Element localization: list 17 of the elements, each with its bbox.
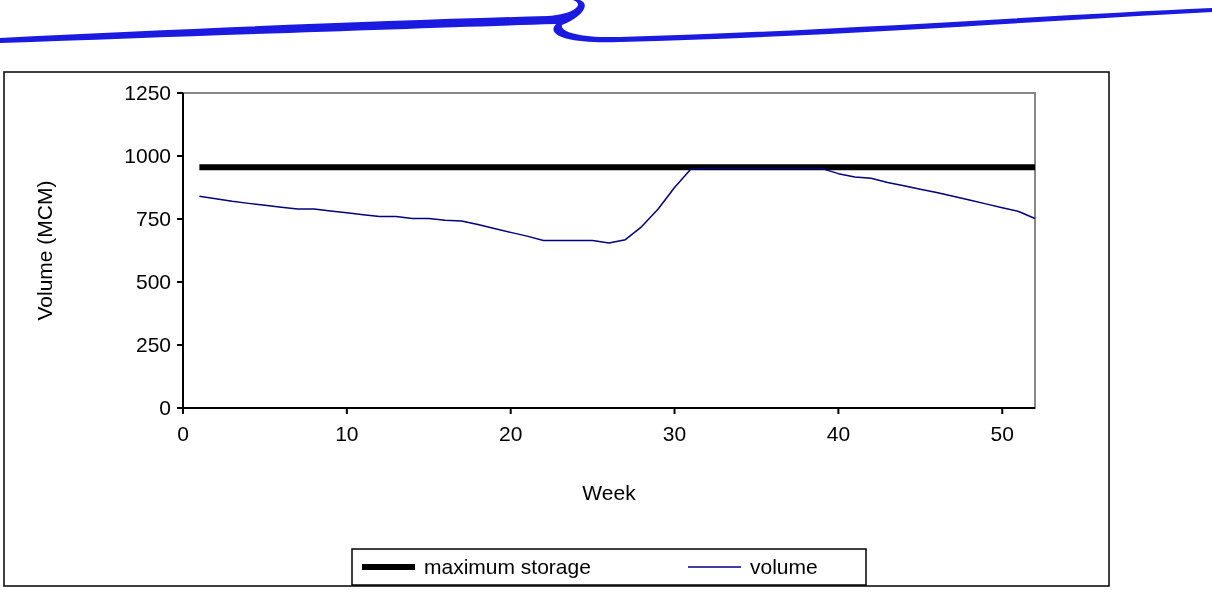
y-tick-label: 750 [135,207,171,231]
y-tick-label: 500 [135,270,171,294]
y-tick-label: 0 [159,396,171,420]
legend-label: volume [750,555,818,579]
x-axis-title: Week [582,481,637,504]
y-tick-label: 250 [135,333,171,357]
x-tick-label: 10 [335,422,359,445]
line-series [198,167,1036,244]
y-tick-label: 1250 [124,81,171,105]
x-tick-label: 50 [990,422,1014,445]
x-tick-label: 0 [177,422,189,445]
y-tick-label: 1000 [124,144,171,168]
x-tick-label: 40 [826,422,851,445]
x-tick-label: 20 [499,422,523,445]
legend-label: maximum storage [424,555,591,579]
x-tick-label: 30 [662,422,687,445]
y-axis-title: Volume (MCM) [33,180,56,321]
